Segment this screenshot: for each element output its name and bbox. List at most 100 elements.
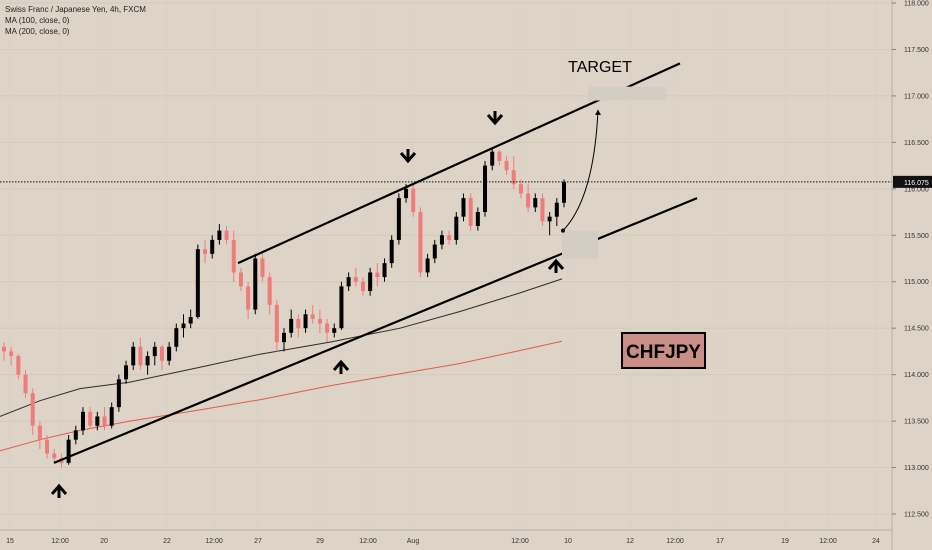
candle xyxy=(353,267,358,287)
candle-body xyxy=(267,277,272,305)
candle xyxy=(224,225,229,245)
candle-body xyxy=(124,365,129,380)
time-axis[interactable]: 15 12:00 20 22 12:00 27 29 12:00 Aug 12:00 10 12 12:… xyxy=(0,529,892,545)
candle xyxy=(504,156,509,175)
candle xyxy=(16,354,21,380)
x-tick-label: 19 xyxy=(781,538,789,545)
entry-zone xyxy=(562,230,598,259)
candle-body xyxy=(246,286,251,310)
candle xyxy=(418,207,423,278)
candle-body xyxy=(131,346,136,366)
candle-body xyxy=(195,249,200,318)
candle xyxy=(80,407,85,436)
candle xyxy=(468,193,473,231)
arrow-up-icon xyxy=(547,258,565,273)
candle-body xyxy=(504,160,509,171)
candle xyxy=(562,179,566,208)
candle-body xyxy=(159,346,164,361)
candle xyxy=(518,179,523,199)
candle-body xyxy=(526,193,531,208)
current-price-tag xyxy=(893,175,932,188)
candle-body xyxy=(483,165,488,213)
ma100-line xyxy=(0,278,563,417)
candle xyxy=(124,360,129,384)
candle-body xyxy=(562,181,566,203)
candle xyxy=(461,193,466,222)
candle xyxy=(116,374,121,412)
candle xyxy=(88,407,93,429)
candle-body xyxy=(16,356,21,375)
y-tick-label: 114.500 xyxy=(904,326,929,333)
candle-body xyxy=(231,239,236,273)
candle xyxy=(131,342,136,370)
candle xyxy=(174,323,179,352)
y-tick-label: 113.500 xyxy=(904,419,929,426)
candle xyxy=(540,193,545,226)
candle xyxy=(368,267,373,296)
x-tick-label: 22 xyxy=(163,538,171,545)
candle-body xyxy=(30,393,35,426)
candle-body xyxy=(554,202,559,217)
candle-body xyxy=(339,286,344,329)
candle-body xyxy=(454,216,459,240)
candle xyxy=(396,193,401,245)
arrow-down-icon xyxy=(486,111,504,126)
trend-drawings: TARGET CHFJPY xyxy=(0,59,892,498)
x-tick-label: 12:00 xyxy=(51,538,69,545)
candle-body xyxy=(188,317,193,324)
candle-body xyxy=(547,216,552,222)
arrow-up-icon xyxy=(332,359,350,374)
current-price-value: 116.075 xyxy=(904,180,929,187)
ma200-line xyxy=(0,340,563,452)
candle-body xyxy=(310,314,315,319)
candle xyxy=(389,235,394,268)
candle-body xyxy=(152,346,157,357)
projection-path xyxy=(562,109,599,231)
candle-body xyxy=(511,170,516,185)
x-tick-label: 29 xyxy=(316,538,324,545)
candle-body xyxy=(238,272,243,287)
candle-body xyxy=(360,281,365,292)
x-tick-label: 27 xyxy=(254,538,262,545)
arrow-up-icon xyxy=(50,483,68,498)
candle-body xyxy=(210,239,215,254)
candle-body xyxy=(411,188,416,213)
x-tick-label: 24 xyxy=(872,538,880,545)
candle-body xyxy=(73,430,78,440)
y-tick-label: 114.000 xyxy=(904,372,929,379)
projection-start-dot xyxy=(561,228,565,233)
candle xyxy=(547,212,552,236)
price-axis[interactable]: 118.000 117.500 117.000 116.500 116.000 115.5… xyxy=(891,0,932,550)
candle-body xyxy=(396,198,401,240)
candle xyxy=(253,253,258,315)
candle-body xyxy=(332,328,337,333)
candle xyxy=(439,230,444,250)
y-tick-label: 117.500 xyxy=(904,47,929,54)
arrow-head xyxy=(332,359,350,371)
grid-lines xyxy=(0,0,892,530)
candle-body xyxy=(490,151,495,166)
candles xyxy=(2,147,566,468)
y-tick-label: 115.000 xyxy=(904,279,929,286)
x-tick-label: 15 xyxy=(6,538,14,545)
candle xyxy=(296,314,301,338)
arrow-head xyxy=(50,483,68,495)
candle-body xyxy=(353,277,358,282)
candle-body xyxy=(109,407,114,426)
candle-body xyxy=(274,304,279,343)
x-tick-label: Aug xyxy=(407,538,420,545)
candle xyxy=(145,351,150,375)
target-zone xyxy=(588,86,666,101)
candle-body xyxy=(181,323,186,329)
candle xyxy=(526,184,531,213)
candle xyxy=(138,337,143,370)
candle-body xyxy=(102,416,107,426)
candle xyxy=(167,342,172,366)
candle xyxy=(511,156,516,189)
candle xyxy=(303,309,308,333)
projection-arrowhead xyxy=(595,109,601,115)
candle-body xyxy=(439,235,444,245)
candle-body xyxy=(289,318,294,333)
